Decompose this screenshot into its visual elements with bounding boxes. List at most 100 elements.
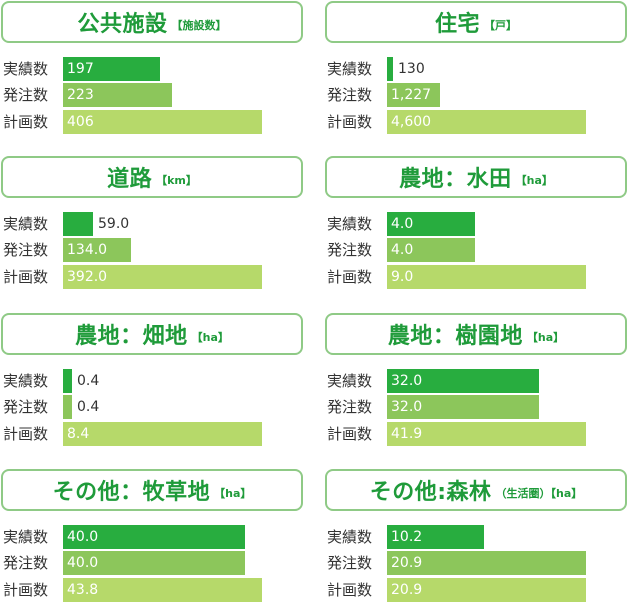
bar xyxy=(63,369,72,393)
bar-row: 実績数 10.2 xyxy=(325,525,627,549)
bar xyxy=(387,83,440,107)
chart-unit: 【施設数】 xyxy=(171,19,227,32)
bar-value-label: 20.9 xyxy=(391,555,423,571)
chart-title: 住宅 xyxy=(434,12,480,37)
bar-category-label: 実績数 xyxy=(3,372,49,390)
bar-value-label: 134.0 xyxy=(67,242,108,258)
bar-value-label: 4,600 xyxy=(391,114,432,130)
chart-panel-2: 住宅 【戸】実績数 130 発注数 1,227 計画数 4,600 xyxy=(325,1,627,141)
bar-value-label: 40.0 xyxy=(67,529,99,545)
bar-row: 実績数 130 xyxy=(325,57,627,81)
bar xyxy=(63,525,245,549)
bar-category-label: 発注数 xyxy=(327,86,373,104)
chart-title-box: 農地：畑地 【ha】 xyxy=(1,313,303,355)
chart-panel-8: その他:森林 （生活圏）【ha】実績数 10.2 発注数 20.9 計画数 20.9 xyxy=(325,469,627,609)
bar-value-label: 41.9 xyxy=(391,426,423,442)
bar-value-label: 59.0 xyxy=(98,216,130,232)
chart-unit: 【ha】 xyxy=(515,174,553,187)
bar-row: 計画数 9.0 xyxy=(325,265,627,289)
chart-unit: 【ha】 xyxy=(214,487,252,500)
chart-unit: 【戸】 xyxy=(484,19,517,32)
chart-title-box: 公共施設 【施設数】 xyxy=(1,1,303,43)
bar-row: 計画数 406 xyxy=(1,110,303,134)
bar-value-label: 10.2 xyxy=(391,529,423,545)
chart-title: 農地：水田 xyxy=(399,167,512,192)
chart-title-box: 農地：水田 【ha】 xyxy=(325,156,627,198)
chart-title-box: その他:森林 （生活圏）【ha】 xyxy=(325,469,627,511)
bar-category-label: 実績数 xyxy=(327,215,373,233)
bar-value-label: 1,227 xyxy=(391,87,432,103)
bar xyxy=(387,212,475,236)
bar-category-label: 実績数 xyxy=(3,215,49,233)
bar xyxy=(63,110,262,134)
bar-row: 発注数 0.4 xyxy=(1,395,303,419)
bar xyxy=(63,265,262,289)
bar-category-label: 実績数 xyxy=(3,60,49,78)
bar xyxy=(63,212,93,236)
bar-category-label: 発注数 xyxy=(3,554,49,572)
bar-category-label: 発注数 xyxy=(327,398,373,416)
chart-panel-3: 道路 【km】実績数 59.0 発注数 134.0 計画数 392.0 xyxy=(1,156,303,296)
bar-row: 発注数 1,227 xyxy=(325,83,627,107)
bar-category-label: 計画数 xyxy=(327,113,373,131)
bar-row: 計画数 20.9 xyxy=(325,578,627,602)
bar-row: 計画数 392.0 xyxy=(1,265,303,289)
bar-row: 発注数 20.9 xyxy=(325,551,627,575)
bar-category-label: 発注数 xyxy=(3,241,49,259)
bar-value-label: 0.4 xyxy=(77,399,100,415)
bar-row: 発注数 40.0 xyxy=(1,551,303,575)
bar xyxy=(63,57,160,81)
bar-category-label: 計画数 xyxy=(327,268,373,286)
bar-value-label: 223 xyxy=(67,87,94,103)
bar xyxy=(63,395,72,419)
bar-value-label: 406 xyxy=(67,114,94,130)
bar-row: 実績数 40.0 xyxy=(1,525,303,549)
bar-row: 発注数 32.0 xyxy=(325,395,627,419)
bar-category-label: 発注数 xyxy=(327,241,373,259)
chart-title-box: 農地：樹園地 【ha】 xyxy=(325,313,627,355)
bar-row: 実績数 32.0 xyxy=(325,369,627,393)
chart-title: 農地：樹園地 xyxy=(387,324,523,349)
bar-row: 発注数 223 xyxy=(1,83,303,107)
bar-row: 発注数 4.0 xyxy=(325,238,627,262)
bar-category-label: 計画数 xyxy=(3,425,49,443)
bar xyxy=(63,422,262,446)
chart-title-box: 道路 【km】 xyxy=(1,156,303,198)
chart-unit: 【km】 xyxy=(156,174,197,187)
chart-title: 農地：畑地 xyxy=(75,324,188,349)
bar-value-label: 20.9 xyxy=(391,582,423,598)
bar-row: 実績数 0.4 xyxy=(1,369,303,393)
bar-category-label: 実績数 xyxy=(327,60,373,78)
chart-unit: 【ha】 xyxy=(191,331,229,344)
bar-value-label: 40.0 xyxy=(67,555,99,571)
bar-category-label: 計画数 xyxy=(327,581,373,599)
bar-value-label: 197 xyxy=(67,61,94,77)
chart-panel-6: 農地：樹園地 【ha】 実績数 32.0 発注数 32.0 計画数 41.9 xyxy=(325,313,627,453)
chart-title-box: その他：牧草地 【ha】 xyxy=(1,469,303,511)
bar xyxy=(387,57,393,81)
chart-panel-4: 農地：水田 【ha】 実績数 4.0 発注数 4.0 計画数 9.0 xyxy=(325,156,627,296)
bar-value-label: 130 xyxy=(398,61,425,77)
bar-category-label: 計画数 xyxy=(327,425,373,443)
bar xyxy=(63,578,262,602)
bar xyxy=(387,369,539,393)
chart-unit: （生活圏）【ha】 xyxy=(495,487,583,500)
bar-row: 計画数 43.8 xyxy=(1,578,303,602)
chart-panel-1: 公共施設 【施設数】実績数 197 発注数 223 計画数 406 xyxy=(1,1,303,141)
bar xyxy=(63,551,245,575)
bar xyxy=(387,238,475,262)
bar-value-label: 43.8 xyxy=(67,582,99,598)
bar-value-label: 8.4 xyxy=(67,426,90,442)
bar-value-label: 4.0 xyxy=(391,242,414,258)
bar-category-label: 発注数 xyxy=(3,398,49,416)
bar-category-label: 発注数 xyxy=(3,86,49,104)
bar-row: 実績数 197 xyxy=(1,57,303,81)
bar-row: 実績数 4.0 xyxy=(325,212,627,236)
bar-category-label: 計画数 xyxy=(3,581,49,599)
bar xyxy=(387,578,586,602)
chart-title: 道路 xyxy=(107,167,153,192)
bar-value-label: 32.0 xyxy=(391,373,423,389)
bar-value-label: 0.4 xyxy=(77,373,100,389)
chart-title: その他:森林 xyxy=(369,480,492,505)
bar-value-label: 392.0 xyxy=(67,269,108,285)
